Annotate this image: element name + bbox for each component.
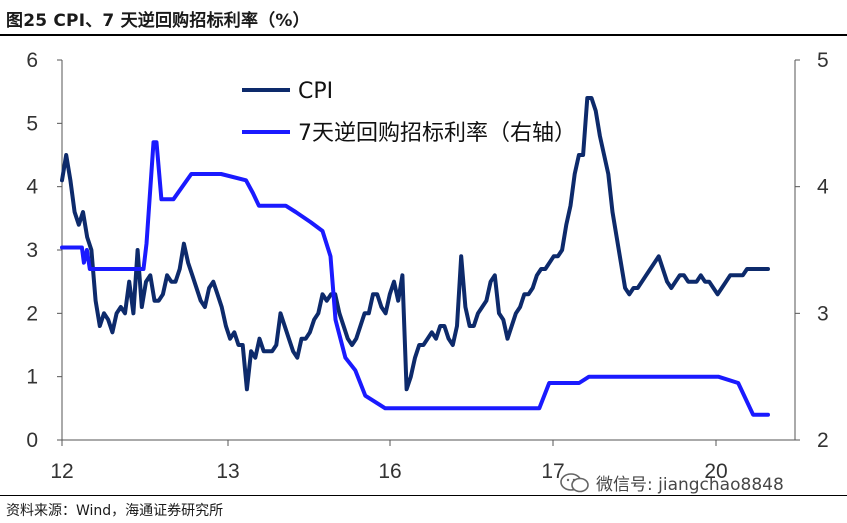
legend-label-repo-rate: 7天逆回购招标利率（右轴） [298,121,576,146]
series-group [60,96,770,417]
left-tick-label: 1 [26,366,38,389]
watermark: 微信号: jiangchao8848 [560,470,784,495]
left-tick-label: 5 [26,112,38,135]
x-tick-label: 17 [541,460,564,483]
series-line-cpi [60,96,770,392]
left-tick-label: 0 [26,429,38,452]
left-tick-label: 6 [26,49,38,72]
watermark-text: 微信号: jiangchao8848 [596,475,784,495]
series-line-repo-rate [60,140,770,417]
right-tick-label: 4 [817,176,829,199]
chart-title: 图25 CPI、7 天逆回购招标利率（%） [6,11,310,31]
x-tick-label: 20 [704,460,727,483]
wechat-icon [560,472,589,492]
right-tick-label: 2 [817,429,829,452]
left-tick-label: 4 [26,176,38,199]
x-tick-label: 16 [378,460,401,483]
x-tick-label: 12 [50,460,73,483]
left-tick-label: 3 [26,239,38,262]
bottom-rule [0,495,847,496]
legend-label-cpi: CPI [298,79,333,104]
left-tick-label: 2 [26,302,38,325]
source-note: 资料来源：Wind，海通证券研究所 [6,503,224,519]
right-tick-label: 5 [817,49,829,72]
legend: CPI 7天逆回购招标利率（右轴） [242,79,576,146]
x-tick-label: 13 [216,460,239,483]
top-rule [0,34,847,36]
right-tick-label: 3 [817,302,829,325]
